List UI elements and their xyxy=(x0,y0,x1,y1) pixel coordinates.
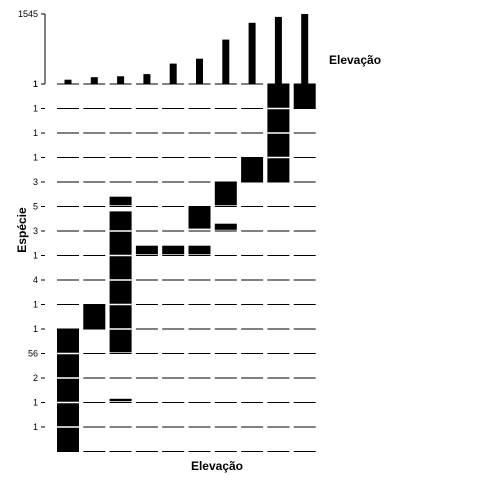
species-row-label: 4 xyxy=(33,275,38,285)
occurrence-block xyxy=(109,211,132,353)
elevation-bar xyxy=(64,79,72,84)
species-row-label: 1 xyxy=(33,324,38,334)
species-row-label: 56 xyxy=(28,349,38,359)
elevation-bar xyxy=(143,74,151,84)
elevation-bar xyxy=(117,76,125,84)
species-row-label: 1 xyxy=(33,104,38,114)
elevation-bar xyxy=(301,14,309,84)
species-row-label: 1 xyxy=(33,422,38,432)
elevation-bar xyxy=(274,16,282,84)
occurrence-block xyxy=(293,84,316,109)
species-row-label: 1 xyxy=(33,79,38,89)
occurrence-block xyxy=(214,223,237,230)
occurrence-block xyxy=(57,329,79,452)
occurrence-block xyxy=(241,157,264,182)
species-row-label: 3 xyxy=(33,177,38,187)
elevation-bar xyxy=(90,77,98,84)
elevation-panel-title: Elevação xyxy=(329,53,381,67)
species-row-label: 1 xyxy=(33,153,38,163)
occurrence-block xyxy=(214,182,237,206)
species-row-label: 5 xyxy=(33,202,38,212)
elevation-bar xyxy=(169,63,177,84)
species-row-labels: 1 1 1 1 3 5 3 1 4 1 1 56 2 1 1 xyxy=(28,79,45,432)
occurrence-block xyxy=(188,206,211,229)
occurrence-block xyxy=(162,245,185,255)
occurrence-block xyxy=(188,245,211,255)
occurrence-segments xyxy=(57,84,316,452)
x-axis-title: Elevação xyxy=(191,459,243,473)
species-row-label: 1 xyxy=(33,128,38,138)
species-row-label: 3 xyxy=(33,226,38,236)
elevation-max-label: 1545 xyxy=(18,9,38,19)
species-row-label: 2 xyxy=(33,373,38,383)
elevation-bar xyxy=(248,22,256,84)
y-axis-title: Espécie xyxy=(15,207,29,253)
occurrence-block xyxy=(109,398,132,402)
elevation-min-label: 1 xyxy=(33,79,38,89)
elevation-bars xyxy=(64,14,309,84)
occurrence-block xyxy=(109,196,132,206)
species-row-label: 1 xyxy=(33,398,38,408)
occurrence-block xyxy=(135,245,158,255)
species-row-label: 1 xyxy=(33,300,38,310)
occurrence-block xyxy=(83,304,106,329)
elevation-bar xyxy=(222,39,230,84)
elevation-axis: 1545 1 xyxy=(18,9,46,89)
species-row-label: 1 xyxy=(33,251,38,261)
elevation-bar xyxy=(196,58,203,84)
